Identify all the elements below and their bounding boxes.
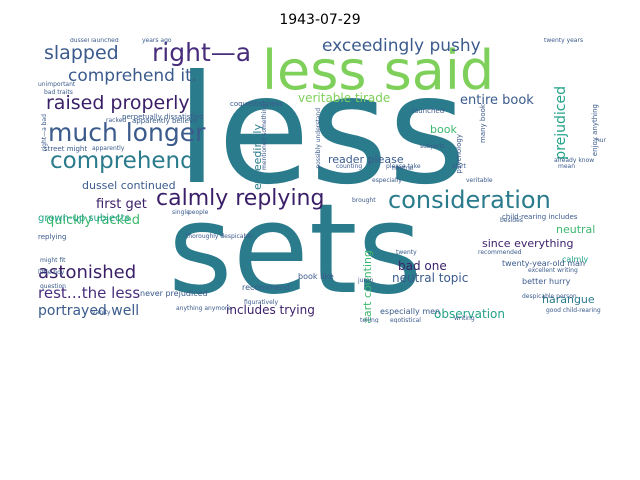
word-perpetually-dissatisfied: perpetually dissatisfied [122, 113, 204, 121]
word-thoroughly-despicable: thoroughly despicable [186, 233, 253, 240]
word-reader-please: reader please [328, 153, 404, 166]
word-single: single [172, 209, 190, 216]
word-unimportant: unimportant [38, 81, 76, 88]
word-besides: besides [500, 217, 523, 224]
word-dussel-continued: dussel continued [82, 179, 176, 192]
word-mentioned-something: mentioned something [261, 104, 268, 171]
word-first-get: first get [96, 197, 147, 212]
word-launched: launched [412, 107, 445, 115]
word-especially: especially [372, 177, 402, 184]
word-recommend: recommend [242, 283, 290, 292]
word-comprehend-it: comprehend it. [68, 66, 198, 86]
word-neutral: neutral [556, 223, 596, 236]
word-astonished: astonished [38, 262, 137, 283]
word-twenty-year-old-man: twenty-year-old man [502, 259, 586, 268]
word-calmly: calmly [562, 255, 589, 264]
word-mean: mean [558, 163, 576, 170]
word-calmly-replying: calmly replying [156, 186, 325, 211]
word-apparently-believe: apparently believe [132, 117, 198, 125]
word-egotistical: egotistical [390, 317, 421, 324]
word-excellent-writing: excellent writing [528, 267, 578, 274]
word-cloud: less sets less said right—a exceedingly … [36, 38, 606, 323]
word-vanity: vanity [92, 309, 111, 316]
word-coquettishness: coquettishness [230, 100, 283, 108]
word-replying: replying [38, 233, 67, 241]
word-harangue: harangue [542, 293, 595, 306]
word-many-book: many book [479, 104, 487, 143]
word-much-longer: much longer [48, 118, 206, 147]
word-years-ago: years ago [142, 38, 172, 44]
word-slapped: slapped [44, 42, 119, 64]
word-includes-trying: includes trying [226, 303, 315, 317]
word-recommended: recommended [478, 249, 522, 256]
word-enjoy-anything: enjoy anything [591, 104, 599, 157]
word-child-rearing-includes: child-rearing includes [502, 213, 578, 221]
word-might-fit: might fit [40, 257, 66, 264]
word-prejudiced: prejudiced [553, 86, 569, 160]
word-veritable-tirade: veritable tirade [298, 91, 391, 105]
word-please-take: please take [386, 163, 421, 170]
word-right-a: right—a [152, 38, 252, 67]
word-racked: racked [106, 117, 127, 124]
word-possibly-understand: possibly understand [315, 108, 322, 169]
word-less: less [176, 44, 467, 218]
word-telling: telling [360, 317, 379, 324]
word-subjects: subjects [420, 143, 445, 150]
word-people: people [188, 209, 209, 216]
word-entire-book: entire book [460, 93, 534, 108]
word-start: start [452, 163, 466, 170]
word-counting: counting [336, 163, 363, 170]
word-anything-anymore: anything anymore [176, 305, 231, 312]
word-twenty-years: twenty years [544, 38, 584, 44]
word-apparently: apparently [92, 145, 125, 152]
word-writing: writing [454, 315, 475, 322]
word-twenty: twenty [396, 249, 417, 256]
word-bad-traits: bad traits [44, 89, 73, 96]
word-dussel-launched: dussel launched [70, 38, 119, 44]
word-veritable: veritable [466, 177, 493, 184]
word-grown-up-subjects: grown-up subjects [38, 213, 130, 224]
word-start-counting: start counting [361, 250, 374, 323]
word-despicable-person: despicable person [522, 293, 577, 300]
word-figuratively: figuratively [244, 299, 279, 306]
word-street-might: street might [44, 145, 88, 153]
word-especially-men: especially men [380, 307, 441, 316]
word-jump: jump [358, 277, 374, 284]
word-never-prejudiced: never prejudiced [140, 289, 208, 298]
word-less-said: less said [262, 39, 495, 102]
word-since-everything: since everything [482, 237, 574, 250]
word-better-hurry: better hurry [522, 277, 571, 286]
word-quickly-racked: quickly racked [46, 213, 140, 228]
word-observation: observation [434, 307, 505, 321]
word-bad-one: bad one [398, 259, 447, 273]
word-book-like: book like [298, 272, 334, 281]
word-book: book [430, 123, 457, 136]
word-brought: brought [352, 197, 376, 204]
word-raised-properly: raised properly [46, 92, 190, 114]
word-neutral-2: neutral [392, 165, 414, 172]
word-sets: sets [168, 178, 423, 322]
word-rest-the-less: rest…the less [38, 284, 141, 302]
word-neutral-topic: neutral topic [392, 271, 469, 285]
word-little-boy: little boy [38, 269, 65, 276]
word-already-know: already know [554, 157, 595, 164]
word-question: question [40, 283, 66, 290]
word-exceedingly-pushy: exceedingly pushy [322, 38, 481, 56]
word-consideration: consideration [388, 186, 551, 214]
word-right-a-bad: right—a bad [41, 114, 48, 151]
word-portrayed-well: portrayed well [38, 303, 140, 319]
word-hurry: hurry [596, 137, 606, 144]
word-comprehend: comprehend [50, 148, 195, 174]
word-good-child-rearing: good child-rearing [546, 307, 601, 314]
chart-title: 1943-07-29 [279, 12, 361, 28]
